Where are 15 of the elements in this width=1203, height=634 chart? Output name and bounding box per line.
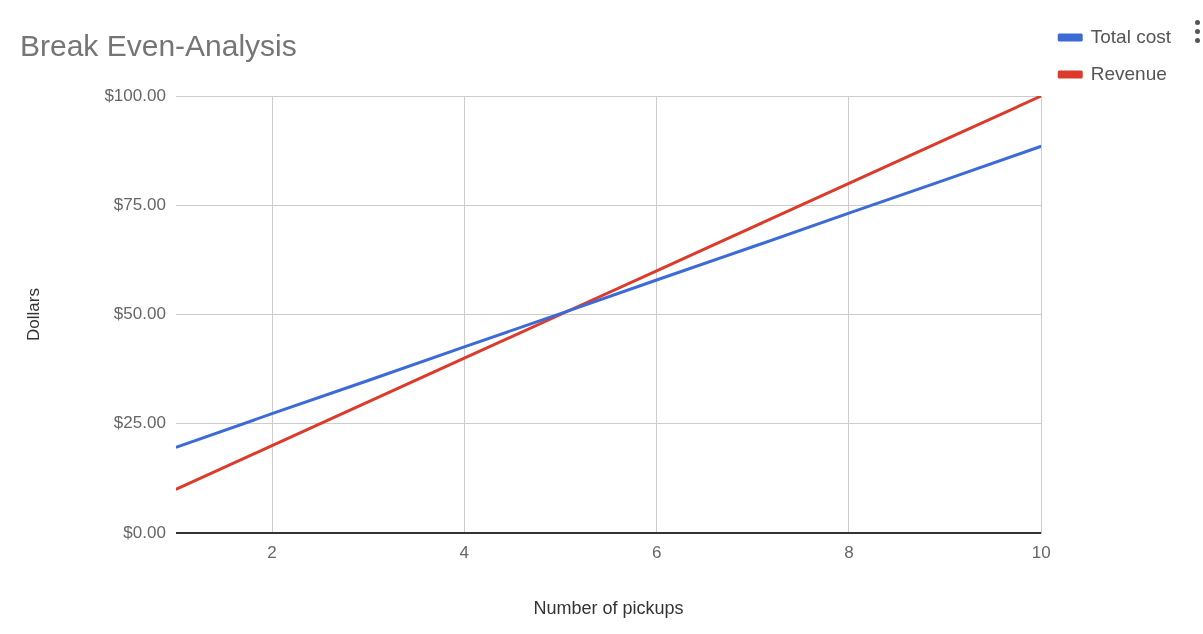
x-axis-title: Number of pickups bbox=[533, 598, 684, 619]
x-tick-label: 8 bbox=[844, 542, 854, 562]
y-axis-title: Dollars bbox=[23, 288, 43, 341]
x-tick-label: 10 bbox=[1031, 542, 1051, 562]
chart-title: Break Even-Analysis bbox=[20, 29, 297, 63]
legend-label: Revenue bbox=[1090, 62, 1167, 84]
y-tick-label: $0.00 bbox=[123, 522, 166, 542]
legend-label: Total cost bbox=[1090, 25, 1172, 47]
y-tick-label: $100.00 bbox=[104, 85, 166, 105]
y-tick-label: $25.00 bbox=[113, 413, 166, 433]
x-tick-label: 4 bbox=[459, 542, 470, 562]
x-tick-label: 6 bbox=[651, 542, 662, 562]
y-tick-label: $50.00 bbox=[113, 304, 166, 324]
x-tick-label: 2 bbox=[267, 542, 277, 562]
y-tick-label: $75.00 bbox=[113, 194, 166, 214]
